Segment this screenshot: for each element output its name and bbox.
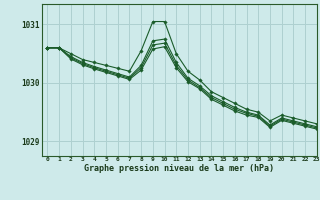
X-axis label: Graphe pression niveau de la mer (hPa): Graphe pression niveau de la mer (hPa) xyxy=(84,164,274,173)
